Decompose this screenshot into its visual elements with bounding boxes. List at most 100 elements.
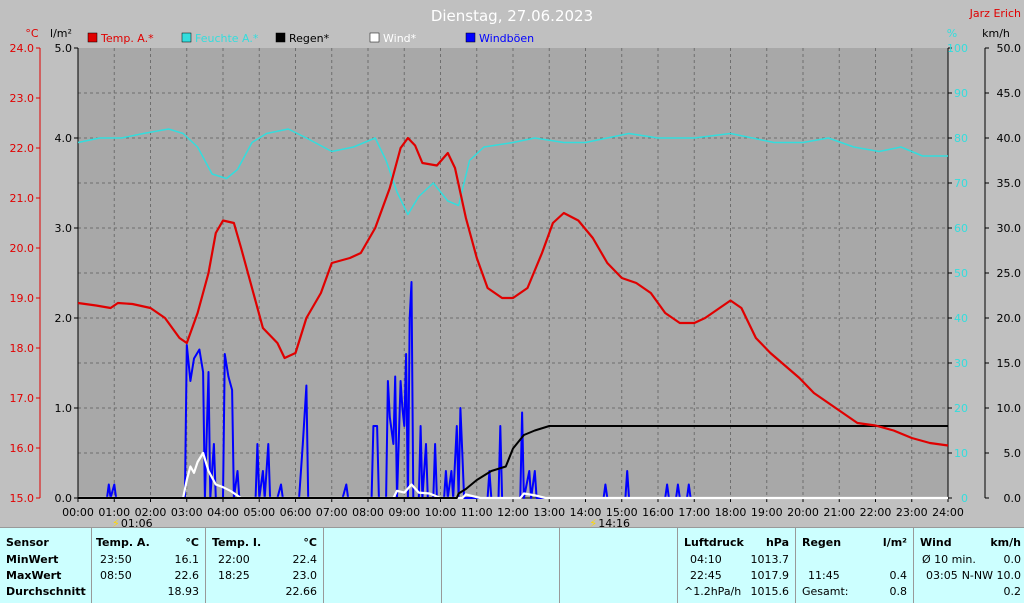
- legend-swatch: [275, 32, 286, 43]
- stats-wind-column: Wind km/h Ø 10 min. 0.0 03:05 N-NW 10.0 …: [914, 528, 1024, 603]
- x-tick-label: 04:00: [207, 506, 239, 519]
- rain-tick-label: 4.0: [55, 132, 73, 145]
- x-tick-label: 11:00: [461, 506, 493, 519]
- rain-unit-label: l/m²: [50, 27, 72, 40]
- wind-avg-label: Ø 10 min.: [922, 553, 976, 566]
- wind-tick-label: 5.0: [1004, 447, 1022, 460]
- temp-tick-label: 17.0: [10, 392, 35, 405]
- x-tick-label: 22:00: [860, 506, 892, 519]
- rain-tick-label: 1.0: [55, 402, 73, 415]
- temp-tick-label: 16.0: [10, 442, 35, 455]
- wind-tick-label: 15.0: [997, 357, 1022, 370]
- temp-a-header: Temp. A.: [96, 536, 150, 549]
- pressure-unit: hPa: [765, 536, 789, 549]
- temp-i-max-value: 23.0: [292, 569, 318, 582]
- x-tick-label: 13:00: [533, 506, 565, 519]
- wind-tick-label: 0.0: [1004, 492, 1022, 505]
- legend-label: Windböen: [479, 32, 534, 45]
- row-avg-label: Durchschnitt: [6, 585, 86, 598]
- temp-a-min-value: 16.1: [174, 553, 200, 566]
- annotation-label: 14:16: [598, 517, 630, 527]
- rain-total-value: 0.8: [889, 585, 908, 598]
- legend-swatch: [87, 32, 98, 43]
- rain-tick-label: 0.0: [55, 492, 73, 505]
- wind-max-value: N-NW 10.0: [961, 569, 1021, 582]
- wind-tick-label: 30.0: [997, 222, 1022, 235]
- humidity-unit-label: %: [947, 27, 957, 40]
- humidity-tick-label: 40: [954, 312, 968, 325]
- rain-unit: l/m²: [882, 536, 907, 549]
- gust-line: [78, 281, 948, 499]
- humidity-tick-label: 50: [954, 267, 968, 280]
- x-tick-label: 19:00: [751, 506, 783, 519]
- temp-i-average: 22.66: [285, 585, 318, 598]
- x-tick-label: 24:00: [932, 506, 964, 519]
- row-min-label: MinWert: [6, 553, 59, 566]
- temp-tick-label: 15.0: [10, 492, 35, 505]
- wind-unit: km/h: [990, 536, 1021, 549]
- sensor-header: Sensor: [6, 536, 49, 549]
- wind-average: 0.2: [1003, 585, 1022, 598]
- humidity-tick-label: 100: [947, 42, 968, 55]
- annotation-label: 01:06: [121, 517, 153, 527]
- legend-label: Feuchte A.*: [195, 32, 259, 45]
- x-tick-label: 09:00: [388, 506, 420, 519]
- temp-tick-label: 22.0: [10, 142, 35, 155]
- stats-rain-column: Regen l/m² 11:45 0.4 Gesamt: 0.8: [796, 528, 914, 603]
- x-tick-label: 15:00: [606, 506, 638, 519]
- x-tick-label: 07:00: [316, 506, 348, 519]
- x-tick-label: 06:00: [280, 506, 312, 519]
- legend-label: Wind*: [383, 32, 417, 45]
- legend-swatch: [369, 32, 380, 43]
- humidity-line: [77, 128, 948, 216]
- humidity-tick-label: 10: [954, 447, 968, 460]
- temp-i-min-time: 22:00: [218, 553, 250, 566]
- temp-tick-label: 23.0: [10, 92, 35, 105]
- stats-pressure-column: Luftdruck hPa 04:10 1013.7 22:45 1017.9 …: [678, 528, 796, 603]
- pressure-max-time: 22:45: [690, 569, 722, 582]
- author-label: Jarz Erich: [969, 7, 1021, 20]
- wind-tick-label: 45.0: [997, 87, 1022, 100]
- temp-tick-label: 20.0: [10, 242, 35, 255]
- temp-a-max-value: 22.6: [174, 569, 200, 582]
- wind-tick-label: 50.0: [997, 42, 1022, 55]
- x-tick-label: 05:00: [243, 506, 275, 519]
- x-tick-label: 18:00: [715, 506, 747, 519]
- x-tick-label: 17:00: [678, 506, 710, 519]
- rain-header: Regen: [802, 536, 842, 549]
- x-tick-label: 03:00: [171, 506, 203, 519]
- rain-tick-label: 2.0: [55, 312, 73, 325]
- pressure-min-value: 1013.7: [750, 553, 790, 566]
- legend-swatch: [181, 32, 192, 43]
- temp-i-unit: °C: [303, 536, 317, 549]
- temp-i-max-time: 18:25: [218, 569, 250, 582]
- stats-empty-1: [324, 528, 442, 603]
- pressure-average: 1015.6: [750, 585, 790, 598]
- temp-a-unit: °C: [185, 536, 199, 549]
- temp-i-min-value: 22.4: [292, 553, 318, 566]
- lightning-icon: ⚡: [112, 517, 120, 527]
- wind-header: Wind: [920, 536, 952, 549]
- wind-tick-label: 35.0: [997, 177, 1022, 190]
- x-tick-label: 02:00: [135, 506, 167, 519]
- stats-sensor-column: Sensor MinWert MaxWert Durchschnitt: [0, 528, 92, 603]
- pressure-max-value: 1017.9: [750, 569, 790, 582]
- temp-a-average: 18.93: [167, 585, 200, 598]
- temp-tick-label: 24.0: [10, 42, 35, 55]
- wind-line: [78, 451, 948, 500]
- humidity-tick-label: 80: [954, 132, 968, 145]
- legend-label: Regen*: [289, 32, 330, 45]
- x-tick-label: 08:00: [352, 506, 384, 519]
- stats-empty-3: [560, 528, 678, 603]
- wind-unit-label: km/h: [982, 27, 1010, 40]
- x-tick-label: 21:00: [823, 506, 855, 519]
- weather-chart: 00:00 01:00 02:00 03:00 04:00 05:00 06:00 07:00…: [9, 7, 1022, 530]
- legend-label: Temp. A.*: [100, 32, 154, 45]
- wind-tick-label: 25.0: [997, 267, 1022, 280]
- temp-line: [77, 136, 949, 447]
- x-tick-label: 00:00: [62, 506, 94, 519]
- stats-temp-i-column: Temp. I. °C 22:00 22.4 18:25 23.0 22.66: [206, 528, 324, 603]
- humidity-tick-label: 0: [961, 492, 968, 505]
- pressure-min-time: 04:10: [690, 553, 722, 566]
